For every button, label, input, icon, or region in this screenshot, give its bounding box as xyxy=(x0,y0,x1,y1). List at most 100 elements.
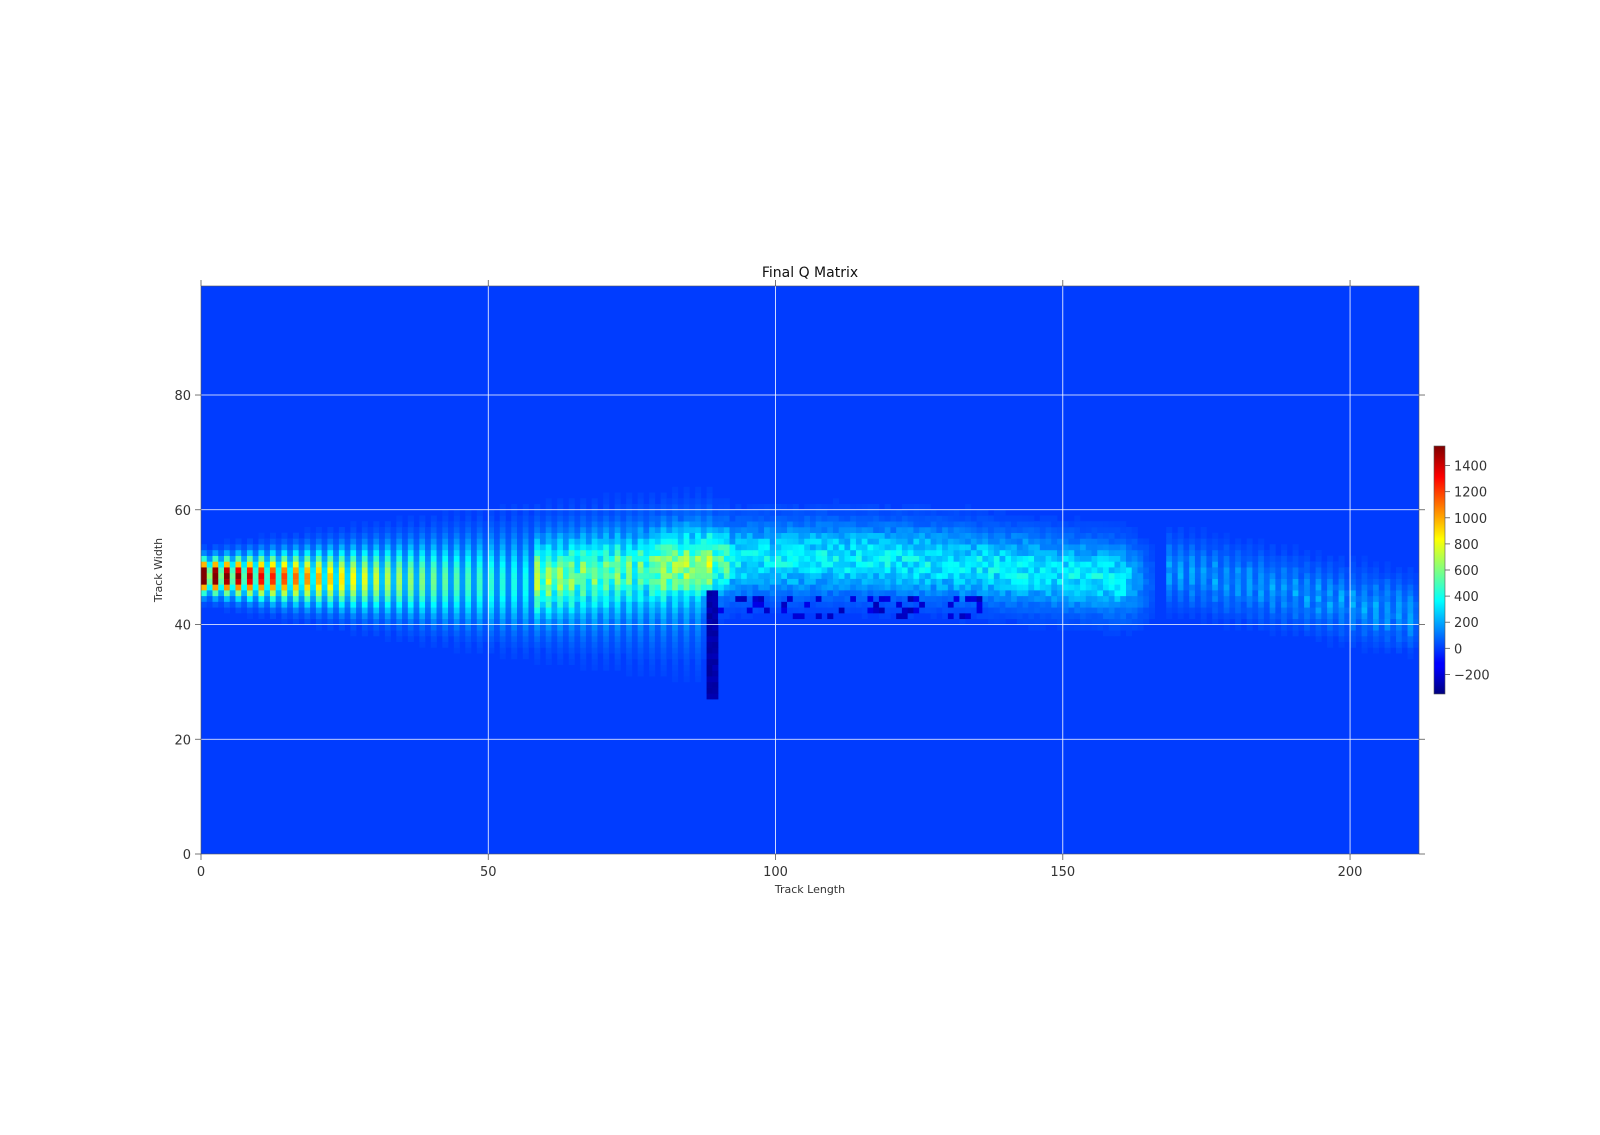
heatmap-cell xyxy=(1068,613,1075,620)
heatmap-cell xyxy=(1390,618,1397,625)
heatmap-cell xyxy=(1085,584,1092,591)
heatmap-cell xyxy=(873,590,880,597)
heatmap-cell xyxy=(1194,567,1201,574)
heatmap-cell xyxy=(1062,613,1069,620)
heatmap-cell xyxy=(1177,601,1184,608)
heatmap-cell xyxy=(1143,549,1150,556)
heatmap-cell xyxy=(695,595,702,602)
heatmap-cell xyxy=(402,601,409,608)
heatmap-cell xyxy=(999,590,1006,597)
heatmap-cell xyxy=(448,544,455,551)
heatmap-cell xyxy=(1125,549,1133,556)
heatmap-cell xyxy=(516,613,524,620)
heatmap-cell xyxy=(476,578,483,585)
heatmap-cell xyxy=(677,572,684,579)
heatmap-cell xyxy=(1355,578,1362,585)
heatmap-cell xyxy=(781,607,788,614)
heatmap-cell xyxy=(649,544,656,551)
heatmap-cell xyxy=(792,584,799,591)
heatmap-cell xyxy=(930,590,937,597)
heatmap-cell xyxy=(1039,567,1046,574)
heatmap-cell xyxy=(1275,595,1282,602)
heatmap-cell xyxy=(752,567,759,574)
heatmap-cell xyxy=(1396,595,1403,602)
heatmap-cell xyxy=(597,567,604,574)
heatmap-cell xyxy=(350,538,357,545)
heatmap-cell xyxy=(1212,590,1219,597)
heatmap-cell xyxy=(626,607,633,614)
heatmap-cell xyxy=(275,572,282,579)
heatmap-cell xyxy=(649,567,656,574)
heatmap-cell xyxy=(407,567,414,574)
heatmap-cell xyxy=(775,584,782,591)
heatmap-cell xyxy=(522,607,529,614)
heatmap-cell xyxy=(298,544,305,551)
heatmap-cell xyxy=(677,509,684,516)
heatmap-cell xyxy=(1194,595,1201,602)
heatmap-cell xyxy=(539,526,547,534)
heatmap-cell xyxy=(1103,544,1110,551)
heatmap-cell xyxy=(344,572,351,579)
heatmap-cell xyxy=(878,509,885,516)
heatmap-cell xyxy=(545,618,552,625)
heatmap-cell xyxy=(1212,578,1219,585)
heatmap-cell xyxy=(465,601,472,608)
heatmap-cell xyxy=(407,607,414,614)
heatmap-cell xyxy=(223,567,231,574)
heatmap-cell xyxy=(562,624,569,631)
heatmap-cell xyxy=(1292,549,1299,556)
heatmap-cell xyxy=(476,532,483,539)
heatmap-cell xyxy=(896,555,903,562)
heatmap-cell xyxy=(1085,572,1092,579)
heatmap-cell xyxy=(396,607,403,614)
heatmap-cell xyxy=(1344,578,1351,585)
heatmap-cell xyxy=(712,601,719,608)
heatmap-cell xyxy=(746,532,753,539)
heatmap-cell xyxy=(689,578,696,585)
heatmap-cell xyxy=(729,521,736,528)
heatmap-cell xyxy=(746,549,753,556)
heatmap-cell xyxy=(511,526,518,534)
heatmap-cell xyxy=(924,590,931,597)
heatmap-cell xyxy=(1281,613,1288,620)
heatmap-cell xyxy=(453,590,460,597)
heatmap-cell xyxy=(706,658,713,665)
heatmap-cell xyxy=(660,590,667,597)
heatmap-cell xyxy=(287,555,294,562)
heatmap-cell xyxy=(873,584,880,591)
heatmap-cell xyxy=(1080,538,1087,545)
heatmap-cell xyxy=(970,555,977,562)
heatmap-cell xyxy=(315,584,322,591)
heatmap-cell xyxy=(672,538,679,545)
heatmap-cell xyxy=(585,578,592,585)
heatmap-cell xyxy=(672,601,679,608)
heatmap-cell xyxy=(1005,526,1012,534)
heatmap-cell xyxy=(562,572,569,579)
heatmap-cell xyxy=(689,526,696,534)
heatmap-cell xyxy=(930,607,937,614)
heatmap-cell xyxy=(654,641,661,648)
heatmap-cell xyxy=(637,572,644,579)
heatmap-cell xyxy=(729,526,736,534)
heatmap-cell xyxy=(792,538,799,545)
heatmap-cell xyxy=(568,504,575,511)
heatmap-cell xyxy=(1120,624,1127,631)
heatmap-cell xyxy=(683,607,690,614)
heatmap-cell xyxy=(1338,584,1345,591)
heatmap-cell xyxy=(999,526,1006,534)
heatmap-cell xyxy=(459,624,466,631)
heatmap-cell xyxy=(557,630,564,637)
heatmap-cell xyxy=(304,590,311,597)
heatmap-cell xyxy=(1407,630,1414,637)
heatmap-cell xyxy=(775,590,782,597)
heatmap-cell xyxy=(706,555,713,562)
heatmap-cell xyxy=(1028,561,1035,568)
heatmap-cell xyxy=(511,521,518,528)
heatmap-cell xyxy=(465,641,472,648)
heatmap-cell xyxy=(781,515,788,522)
heatmap-cell xyxy=(1378,624,1385,631)
heatmap-cell xyxy=(1275,618,1282,625)
heatmap-cell xyxy=(712,687,719,694)
heatmap-cell xyxy=(729,595,736,602)
heatmap-cell xyxy=(1131,624,1138,631)
